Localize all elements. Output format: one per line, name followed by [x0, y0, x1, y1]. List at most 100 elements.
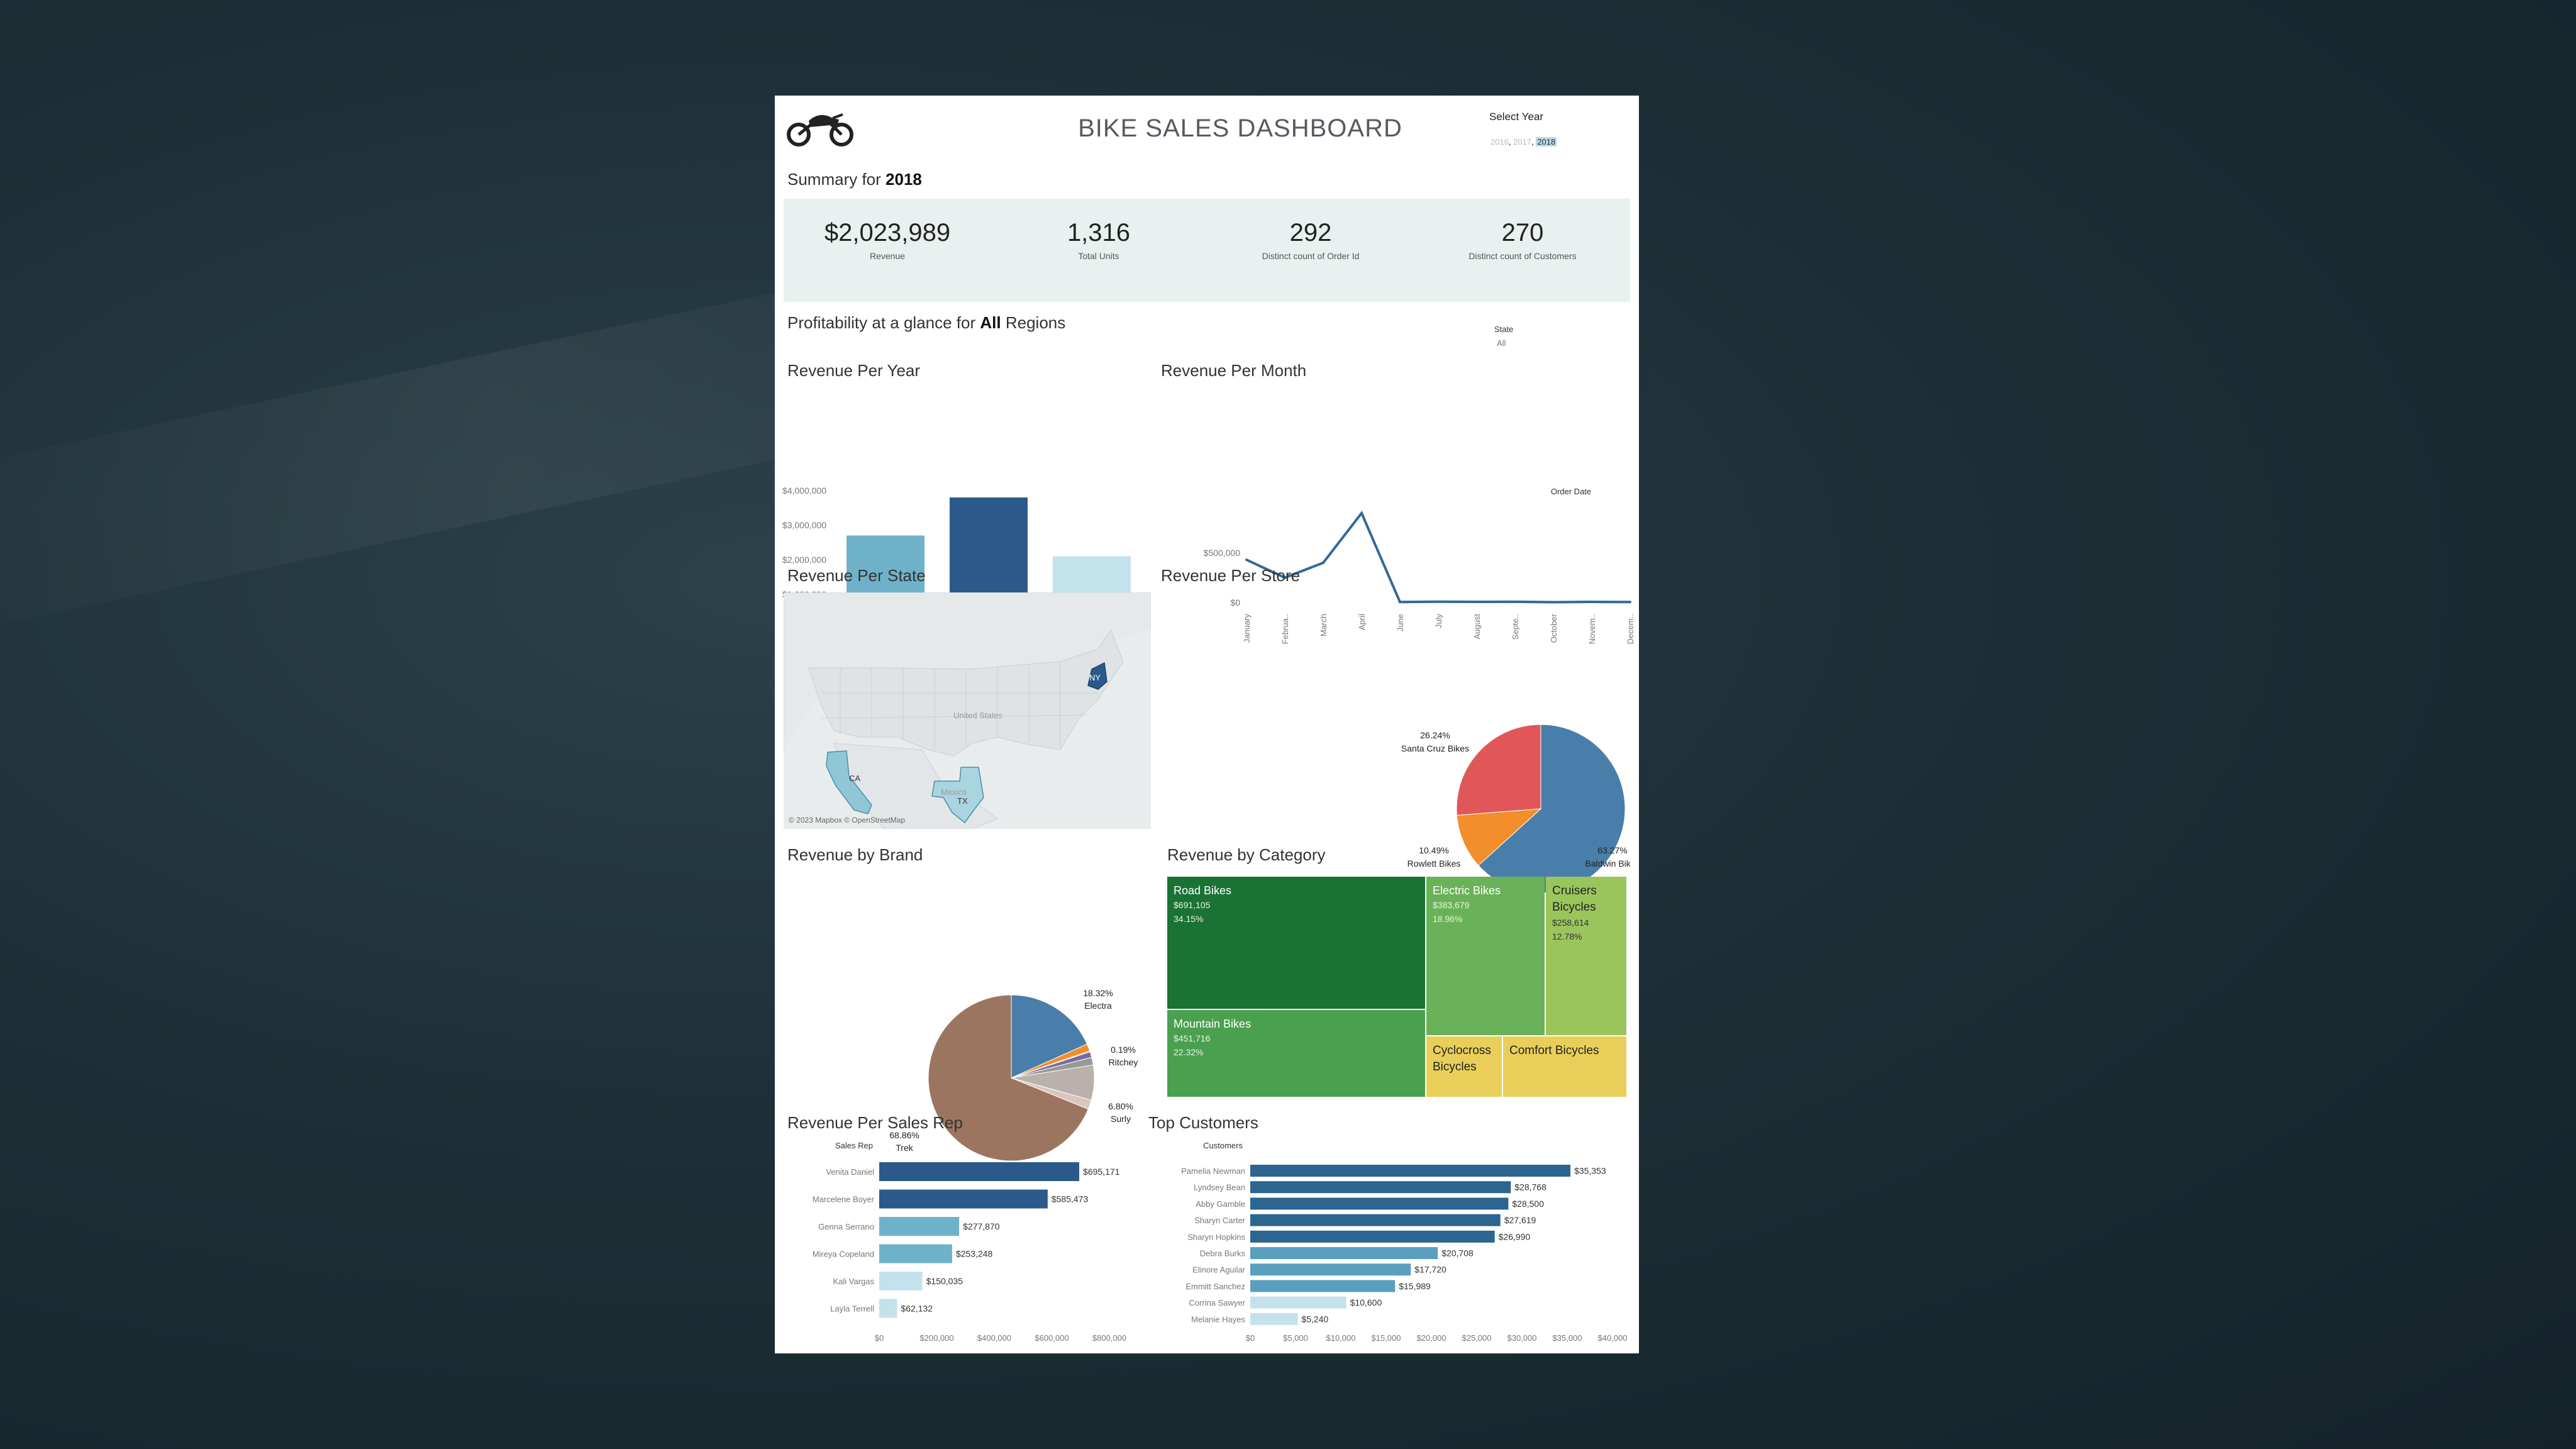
- map-country-label: United States: [953, 711, 1003, 720]
- map-mexico-label: Mexico: [941, 787, 967, 797]
- bar-elinore-aguilar: [1250, 1263, 1411, 1276]
- x-tick-label: $35,000: [1553, 1333, 1582, 1343]
- summary-year: 2018: [886, 170, 922, 189]
- x-tick-label: $10,000: [1326, 1333, 1356, 1343]
- month-point-Februa..: [1284, 576, 1286, 579]
- bar-value-label: $253,248: [956, 1249, 993, 1259]
- revenue-by-brand-chart: 18.32% Electra 0.19% Ritchey 6.80% Surly 68.86…: [889, 988, 1138, 1162]
- kpi-total-units: 1,316 Total Units: [1004, 219, 1193, 261]
- y-tick-label: $500,000: [1204, 548, 1241, 558]
- kpi-value: 292: [1289, 219, 1332, 247]
- us-map[interactable]: CA TX NY United States Mexico © 2023 Map…: [784, 592, 1151, 829]
- x-tick-label: $600,000: [1035, 1333, 1069, 1343]
- month-point-October: [1552, 601, 1555, 604]
- summary-heading: Summary for 2018: [787, 170, 922, 189]
- bar-value-label: $150,035: [926, 1276, 963, 1286]
- kpi-revenue: $2,023,989 Revenue: [793, 219, 982, 261]
- y-tick-label: $2,000,000: [782, 555, 826, 565]
- year-option[interactable]: 2017: [1513, 137, 1532, 147]
- month-point-March: [1322, 561, 1324, 564]
- bar-marcelene-boyer: [879, 1189, 1048, 1209]
- month-point-July: [1437, 600, 1440, 603]
- x-tick-label: June: [1396, 614, 1405, 631]
- bar-sharyn-hopkins: [1250, 1230, 1495, 1243]
- revenue-per-sales-rep-chart: Sales Rep Venita Daniel $695,171 Marcelene …: [813, 1141, 1126, 1343]
- x-tick-label: $0: [875, 1333, 884, 1343]
- x-tick-label: $20,000: [1417, 1333, 1446, 1343]
- bar-value-label: $277,870: [963, 1221, 1000, 1231]
- treemap-cell-cruisers-bicycles[interactable]: Cruisers Bicycles $258,614 12.78%: [1546, 877, 1626, 1035]
- treemap-cell-road-bikes[interactable]: Road Bikes $691,105 34.15%: [1167, 877, 1425, 1009]
- treemap-cell-pct: 12.78%: [1552, 931, 1582, 941]
- month-point-August: [1475, 601, 1478, 604]
- bar-value-label: $20,708: [1441, 1248, 1474, 1258]
- kpi-label: Total Units: [1078, 251, 1119, 261]
- bar-category-label: Elinore Aguilar: [1192, 1265, 1245, 1275]
- treemap-cell-name: Road Bikes: [1174, 884, 1232, 897]
- x-tick-label: Februa..: [1280, 614, 1290, 644]
- bar-value-label: $5,240: [1301, 1314, 1328, 1324]
- bar-emmitt-sanchez: [1250, 1280, 1396, 1292]
- y-tick-label: $0: [1230, 597, 1240, 608]
- x-tick-label: October: [1549, 613, 1558, 643]
- bar-value-label: $28,500: [1512, 1199, 1544, 1209]
- year-option[interactable]: 2016: [1491, 137, 1509, 147]
- x-tick-label: Novem..: [1587, 614, 1597, 644]
- dashboard-title: BIKE SALES DASHBOARD: [1078, 114, 1402, 142]
- x-tick-label: April: [1357, 614, 1367, 630]
- x-tick-label: $200,000: [919, 1333, 953, 1343]
- bar-debra-burks: [1250, 1247, 1438, 1259]
- x-tick-label: $400,000: [977, 1333, 1011, 1343]
- state-tx[interactable]: [931, 767, 984, 824]
- revenue-by-brand-title: Revenue by Brand: [787, 845, 923, 864]
- bar-genna-serrano: [879, 1217, 960, 1236]
- state-ca[interactable]: [826, 750, 872, 814]
- x-tick-label: Septe..: [1511, 614, 1520, 640]
- treemap-cell-name: Electric Bikes: [1433, 884, 1501, 897]
- treemap-cell-mountain-bikes[interactable]: Mountain Bikes $451,716 22.32%: [1167, 1010, 1425, 1097]
- kpi-label: Distinct count of Order Id: [1262, 251, 1360, 261]
- x-tick-label: August: [1472, 614, 1482, 640]
- kpi-customer-count: 270 Distinct count of Customers: [1428, 219, 1617, 261]
- x-tick-label: $30,000: [1507, 1333, 1537, 1343]
- bar-pamelia-newman: [1250, 1165, 1571, 1177]
- x-tick-label: Decem..: [1626, 614, 1635, 644]
- treemap-cell-comfort-bicycles[interactable]: Comfort Bicycles: [1503, 1036, 1626, 1097]
- revenue-per-year-title: Revenue Per Year: [787, 361, 921, 380]
- year-option-selected[interactable]: 2018: [1536, 137, 1557, 147]
- state-ny[interactable]: [1087, 662, 1108, 690]
- bar-value-label: $10,600: [1350, 1297, 1382, 1307]
- bar-category-label: Sharyn Carter: [1194, 1216, 1246, 1225]
- bar-value-label: $695,171: [1083, 1167, 1120, 1177]
- pie-pct-label: 6.80%: [1108, 1101, 1133, 1111]
- y-tick-label: $4,000,000: [782, 486, 826, 496]
- treemap-cell-electric-bikes[interactable]: Electric Bikes $383,679 18.96%: [1426, 877, 1545, 1035]
- revenue-by-category-title: Revenue by Category: [1167, 845, 1326, 864]
- bar-value-label: $27,619: [1504, 1215, 1536, 1225]
- pie-brand-label: Surly: [1111, 1114, 1131, 1124]
- pie-slice-rowlett-bikes: [1456, 808, 1542, 866]
- kpi-order-count: 292 Distinct count of Order Id: [1216, 219, 1405, 261]
- x-tick-label: March: [1319, 614, 1328, 636]
- bar-layla-terrell: [879, 1299, 897, 1318]
- pie-slice-electra: [1011, 994, 1088, 1079]
- state-label-tx: TX: [957, 796, 968, 806]
- month-point-June: [1399, 601, 1401, 604]
- x-tick-label: $15,000: [1372, 1333, 1401, 1343]
- month-point-Decem..: [1629, 601, 1631, 604]
- pie-pct-label: 68.86%: [889, 1130, 919, 1140]
- kpi-label: Revenue: [869, 251, 906, 261]
- state-filter-value[interactable]: All: [1497, 338, 1506, 348]
- kpi-value: 270: [1501, 219, 1544, 247]
- treemap-cell-name: Mountain Bikes: [1174, 1018, 1252, 1030]
- month-point-January: [1245, 558, 1248, 562]
- bar-melanie-hayes: [1250, 1313, 1298, 1325]
- year-selector[interactable]: 2016, 2017, 2018: [1491, 137, 1557, 147]
- treemap-cell-cyclocross-bicycles[interactable]: Cyclocross Bicycles: [1426, 1036, 1502, 1097]
- treemap-cell-name: Cruisers Bicycles: [1552, 884, 1597, 914]
- treemap-cell-value: $383,679: [1433, 900, 1470, 910]
- motorcycle-icon: [787, 113, 853, 147]
- state-label-ca: CA: [849, 774, 860, 783]
- pie-brand-label: Electra: [1084, 1001, 1112, 1011]
